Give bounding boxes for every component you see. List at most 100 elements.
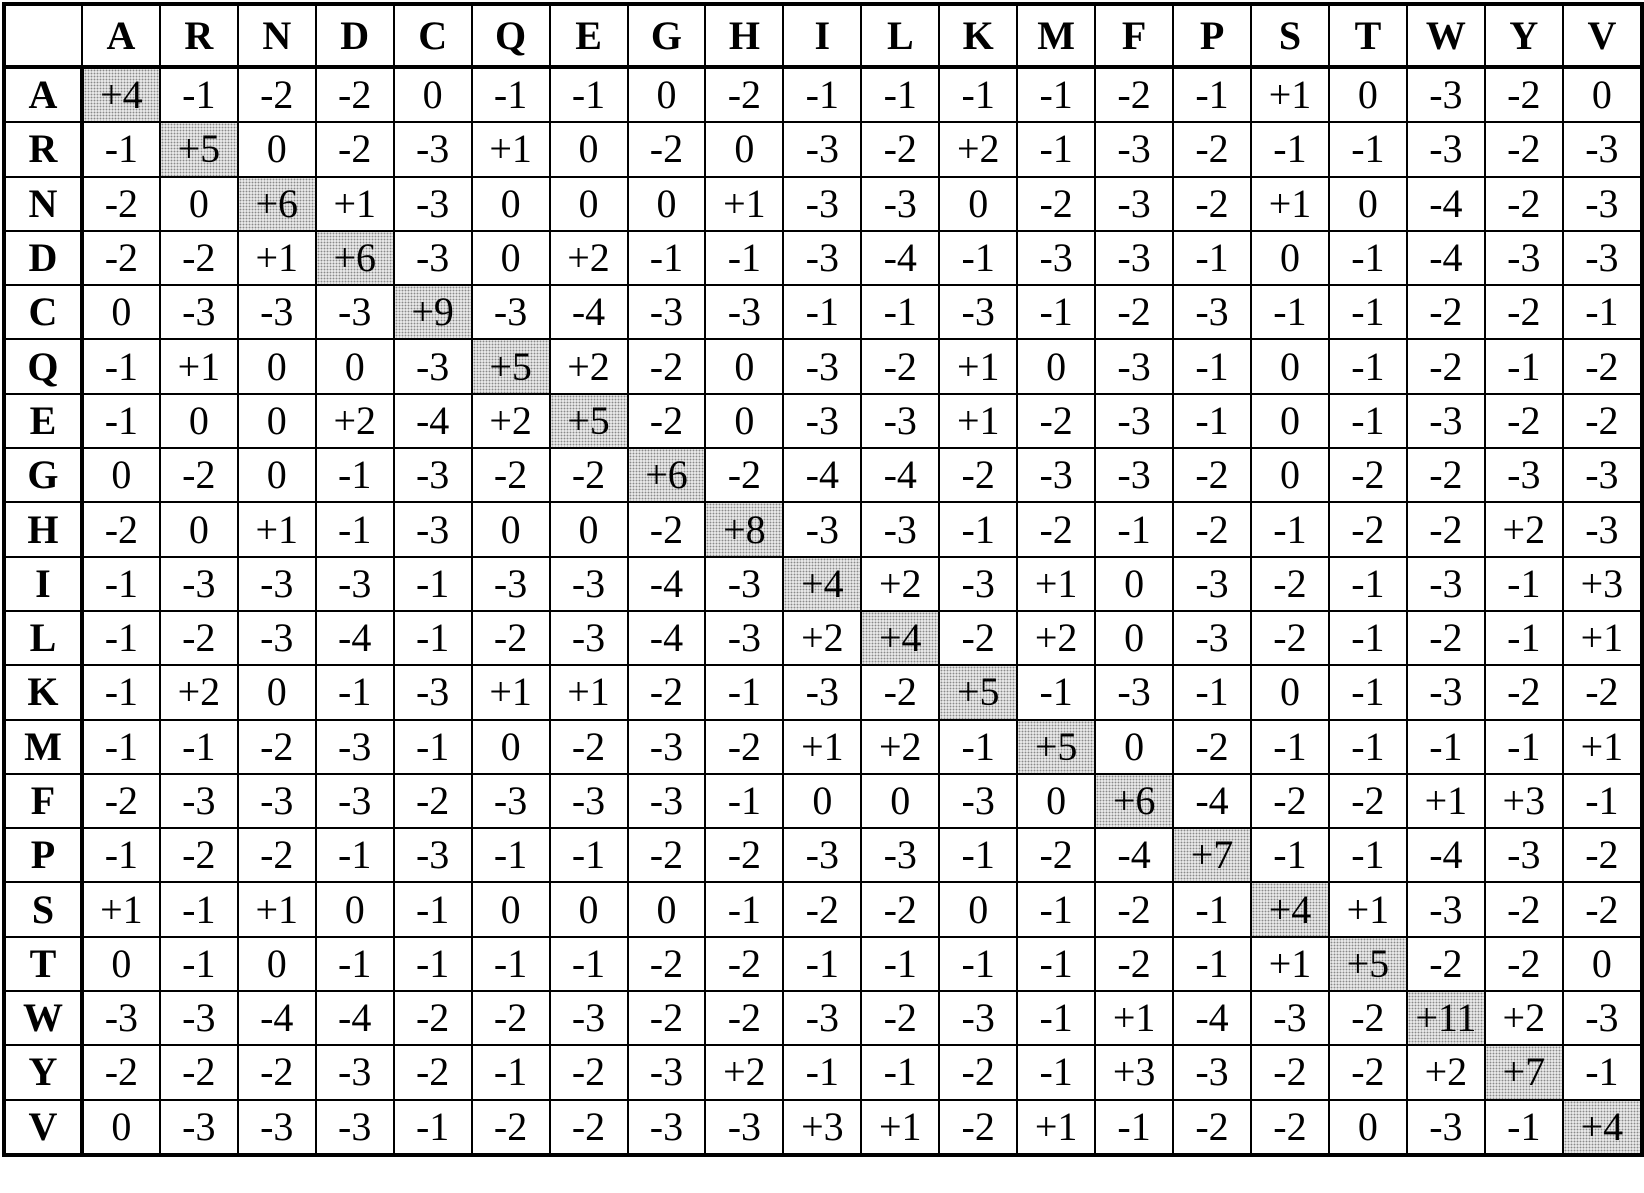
score-cell: -1 bbox=[1251, 285, 1329, 339]
score-cell: -2 bbox=[628, 394, 706, 448]
row-header-M: M bbox=[4, 720, 82, 774]
score-cell: -3 bbox=[472, 557, 550, 611]
diagonal-score-cell: +9 bbox=[394, 285, 472, 339]
score-cell: -2 bbox=[550, 720, 628, 774]
score-cell: -1 bbox=[1017, 665, 1095, 719]
score-cell: -2 bbox=[1173, 177, 1251, 231]
column-header-D: D bbox=[316, 4, 394, 67]
diagonal-score-cell: +5 bbox=[1017, 720, 1095, 774]
score-cell: +1 bbox=[1251, 67, 1329, 122]
row-header-Q: Q bbox=[4, 339, 82, 393]
score-cell: -2 bbox=[628, 937, 706, 991]
score-cell: -3 bbox=[238, 774, 316, 828]
score-cell: 0 bbox=[1251, 339, 1329, 393]
diagonal-score-cell: +5 bbox=[939, 665, 1017, 719]
score-cell: -4 bbox=[783, 448, 861, 502]
score-cell: +2 bbox=[1017, 611, 1095, 665]
score-cell: -2 bbox=[628, 828, 706, 882]
score-cell: -3 bbox=[238, 557, 316, 611]
score-cell: -2 bbox=[472, 1100, 550, 1155]
score-cell: -3 bbox=[1095, 665, 1173, 719]
score-cell: +2 bbox=[550, 231, 628, 285]
score-cell: -2 bbox=[82, 1045, 160, 1099]
score-cell: -3 bbox=[939, 285, 1017, 339]
score-cell: -1 bbox=[82, 339, 160, 393]
row-header-H: H bbox=[4, 502, 82, 556]
score-cell: -2 bbox=[1407, 285, 1485, 339]
score-cell: -3 bbox=[705, 1100, 783, 1155]
score-cell: -3 bbox=[939, 774, 1017, 828]
score-cell: -1 bbox=[1251, 828, 1329, 882]
score-cell: -1 bbox=[316, 665, 394, 719]
score-cell: 0 bbox=[1251, 448, 1329, 502]
column-header-F: F bbox=[1095, 4, 1173, 67]
score-cell: -3 bbox=[861, 828, 939, 882]
score-cell: +1 bbox=[316, 177, 394, 231]
score-cell: -2 bbox=[628, 665, 706, 719]
score-cell: -2 bbox=[160, 1045, 238, 1099]
score-cell: 0 bbox=[1329, 67, 1407, 122]
score-cell: -1 bbox=[1173, 339, 1251, 393]
score-cell: +1 bbox=[238, 502, 316, 556]
diagonal-score-cell: +6 bbox=[238, 177, 316, 231]
score-cell: -2 bbox=[1017, 394, 1095, 448]
score-cell: -2 bbox=[1173, 122, 1251, 176]
row-header-L: L bbox=[4, 611, 82, 665]
score-cell: -1 bbox=[1329, 557, 1407, 611]
score-cell: -1 bbox=[1173, 67, 1251, 122]
score-cell: -3 bbox=[394, 122, 472, 176]
score-cell: +1 bbox=[1095, 991, 1173, 1045]
score-cell: -1 bbox=[939, 828, 1017, 882]
score-cell: -1 bbox=[1563, 1045, 1642, 1099]
score-cell: -1 bbox=[1017, 882, 1095, 936]
score-cell: -3 bbox=[550, 557, 628, 611]
score-cell: -1 bbox=[550, 937, 628, 991]
score-cell: -4 bbox=[550, 285, 628, 339]
score-cell: 0 bbox=[861, 774, 939, 828]
score-cell: 0 bbox=[550, 882, 628, 936]
score-cell: -3 bbox=[628, 720, 706, 774]
score-cell: -1 bbox=[82, 720, 160, 774]
score-cell: -3 bbox=[472, 285, 550, 339]
score-cell: 0 bbox=[939, 882, 1017, 936]
score-cell: -1 bbox=[861, 67, 939, 122]
diagonal-score-cell: +6 bbox=[628, 448, 706, 502]
score-cell: -2 bbox=[628, 122, 706, 176]
score-cell: -3 bbox=[1485, 828, 1563, 882]
score-cell: -1 bbox=[1485, 557, 1563, 611]
score-cell: -3 bbox=[939, 991, 1017, 1045]
score-cell: -1 bbox=[939, 502, 1017, 556]
score-cell: -3 bbox=[1485, 448, 1563, 502]
column-header-R: R bbox=[160, 4, 238, 67]
score-cell: -1 bbox=[160, 937, 238, 991]
score-cell: -1 bbox=[783, 1045, 861, 1099]
score-cell: 0 bbox=[82, 448, 160, 502]
score-cell: -1 bbox=[1563, 285, 1642, 339]
score-cell: -3 bbox=[394, 502, 472, 556]
score-cell: -4 bbox=[1095, 828, 1173, 882]
score-cell: -4 bbox=[628, 611, 706, 665]
score-cell: -2 bbox=[1329, 502, 1407, 556]
score-cell: -2 bbox=[1485, 177, 1563, 231]
score-cell: +1 bbox=[861, 1100, 939, 1155]
score-cell: 0 bbox=[628, 882, 706, 936]
score-cell: 0 bbox=[316, 882, 394, 936]
score-cell: 0 bbox=[1251, 231, 1329, 285]
score-cell: -1 bbox=[1485, 611, 1563, 665]
header-row: ARNDCQEGHILKMFPSTWYV bbox=[4, 4, 1642, 67]
score-cell: -2 bbox=[783, 882, 861, 936]
score-cell: -1 bbox=[1017, 122, 1095, 176]
score-cell: 0 bbox=[82, 937, 160, 991]
score-cell: +1 bbox=[1407, 774, 1485, 828]
score-cell: -4 bbox=[316, 991, 394, 1045]
row-header-P: P bbox=[4, 828, 82, 882]
score-cell: -2 bbox=[1251, 774, 1329, 828]
score-cell: +1 bbox=[238, 231, 316, 285]
score-cell: -3 bbox=[861, 502, 939, 556]
score-cell: -3 bbox=[316, 1100, 394, 1155]
score-cell: +3 bbox=[783, 1100, 861, 1155]
score-cell: -1 bbox=[1329, 285, 1407, 339]
score-cell: -2 bbox=[861, 665, 939, 719]
score-cell: +2 bbox=[472, 394, 550, 448]
score-cell: -3 bbox=[316, 774, 394, 828]
